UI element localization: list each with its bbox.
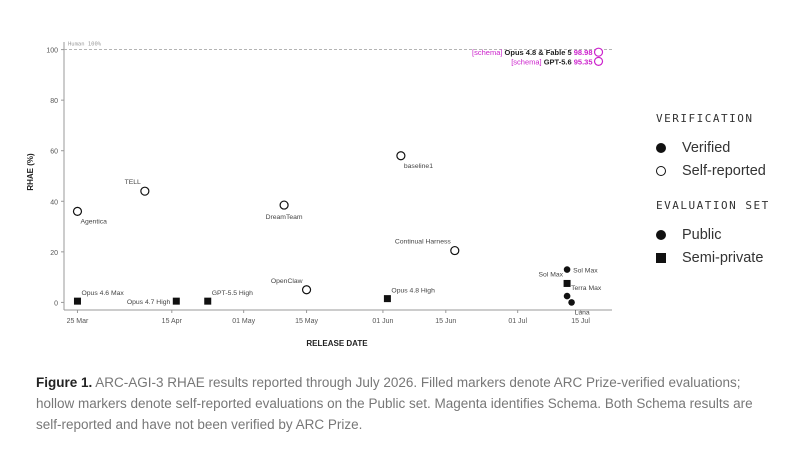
point-label: Agentica xyxy=(80,218,107,225)
highlight-name: Opus 4.8 & Fable 5 xyxy=(502,48,573,57)
point-label: Opus 4.6 Max xyxy=(81,290,124,297)
reference-line-label: Human 100% xyxy=(68,42,102,48)
highlight-name: GPT-5.6 xyxy=(542,57,574,66)
legend-semi-private: Semi-private xyxy=(656,247,796,268)
self-reported-circle-marker xyxy=(140,186,150,196)
x-tick-label: 01 May xyxy=(232,318,255,325)
point-label: Terra Max xyxy=(571,285,602,292)
highlight-value: 95.35 xyxy=(574,57,593,66)
y-tick-label: 60 xyxy=(50,149,58,156)
x-axis-label: RELEASE DATE xyxy=(306,339,368,348)
legend-set-title: EVALUATION SET xyxy=(656,199,770,212)
y-tick-label: 20 xyxy=(50,250,58,257)
self-reported-circle-marker xyxy=(72,206,83,216)
point-label: Luna xyxy=(575,309,590,316)
legend-verified: Verified xyxy=(656,137,796,158)
verified-circle-marker xyxy=(563,292,571,300)
legend-verified-label: Verified xyxy=(682,139,731,156)
x-tick-label: 15 May xyxy=(295,318,318,325)
point-label: OpenClaw xyxy=(271,278,303,285)
self-reported-circle-marker xyxy=(450,245,460,256)
x-tick-label: 01 Jul xyxy=(508,318,527,325)
caption-label: Figure 1. xyxy=(36,375,93,390)
legend-verification-title: VERIFICATION xyxy=(656,112,754,125)
y-tick-label: 0 xyxy=(54,300,58,307)
chart-marks xyxy=(72,47,604,306)
point-label: Opus 4.8 High xyxy=(391,288,435,295)
legend-semi-private-label: Semi-private xyxy=(682,249,764,266)
x-tick-label: 15 Jun xyxy=(435,318,456,325)
point-label: DreamTeam xyxy=(266,214,303,221)
human-reference-line: Human 100% xyxy=(64,42,612,50)
filled-circle-icon xyxy=(656,229,666,240)
self-reported-circle-marker xyxy=(301,285,312,295)
rhae-scatter-chart: 0 20 40 60 80 100 25 Mar 15 Apr 01 May 15 May 01 J… xyxy=(26,42,612,348)
y-tick-label: 40 xyxy=(50,199,58,206)
point-label: TELL xyxy=(125,179,141,186)
highlight-tag: [schema] xyxy=(511,57,541,66)
chart-axes xyxy=(63,42,612,311)
x-tick-label: 01 Jun xyxy=(372,318,393,325)
y-axis-label: RHAE (%) xyxy=(26,153,35,191)
highlight-value: 98.98 xyxy=(574,48,593,57)
self-reported-circle-marker xyxy=(593,47,604,57)
highlight-tag: [schema] xyxy=(472,48,502,57)
legend-self-reported-label: Self-reported xyxy=(682,162,766,179)
legend-self-reported: Self-reported xyxy=(656,160,796,181)
chart-point-labels: Agentica TELL DreamTeam OpenClaw baseline1 Co… xyxy=(80,48,601,316)
semi-private-square-marker xyxy=(172,297,180,305)
y-tick-label: 100 xyxy=(46,48,58,55)
verified-circle-marker xyxy=(568,299,575,306)
highlighted-point-label: [schema] GPT-5.6 95.35 xyxy=(511,57,592,66)
legend-public-label: Public xyxy=(682,226,722,243)
self-reported-circle-marker xyxy=(593,56,604,66)
chart-legend: VERIFICATION Verified Self-reported EVAL… xyxy=(656,112,796,270)
point-label: Sol Max xyxy=(573,268,598,275)
filled-circle-icon xyxy=(656,142,666,153)
x-tick-label: 25 Mar xyxy=(67,318,89,325)
figure-caption: Figure 1. ARC-AGI-3 RHAE results reporte… xyxy=(36,372,766,435)
legend-public: Public xyxy=(656,224,796,245)
filled-square-icon xyxy=(656,252,666,263)
chart-ticks: 0 20 40 60 80 100 25 Mar 15 Apr 01 May 15 May 01 J… xyxy=(46,48,590,325)
semi-private-square-marker xyxy=(73,297,81,305)
caption-text: ARC-AGI-3 RHAE results reported through … xyxy=(36,375,753,432)
point-label: baseline1 xyxy=(404,163,433,170)
highlighted-point-label: [schema] Opus 4.8 & Fable 5 98.98 xyxy=(472,48,593,57)
y-tick-label: 80 xyxy=(50,98,58,105)
x-tick-label: 15 Jul xyxy=(571,318,590,325)
semi-private-square-marker xyxy=(383,295,391,303)
point-label: Continual Harness xyxy=(395,239,452,246)
x-tick-label: 15 Apr xyxy=(162,318,183,325)
hollow-circle-icon xyxy=(656,165,666,176)
verified-circle-marker xyxy=(563,266,571,273)
point-label: Opus 4.7 High xyxy=(127,299,171,306)
semi-private-square-marker xyxy=(563,279,571,287)
point-label: GPT-5.5 High xyxy=(212,290,253,297)
semi-private-square-marker xyxy=(204,297,212,305)
point-label: Sol Max xyxy=(539,271,564,278)
self-reported-circle-marker xyxy=(279,200,289,210)
self-reported-circle-marker xyxy=(396,151,406,161)
